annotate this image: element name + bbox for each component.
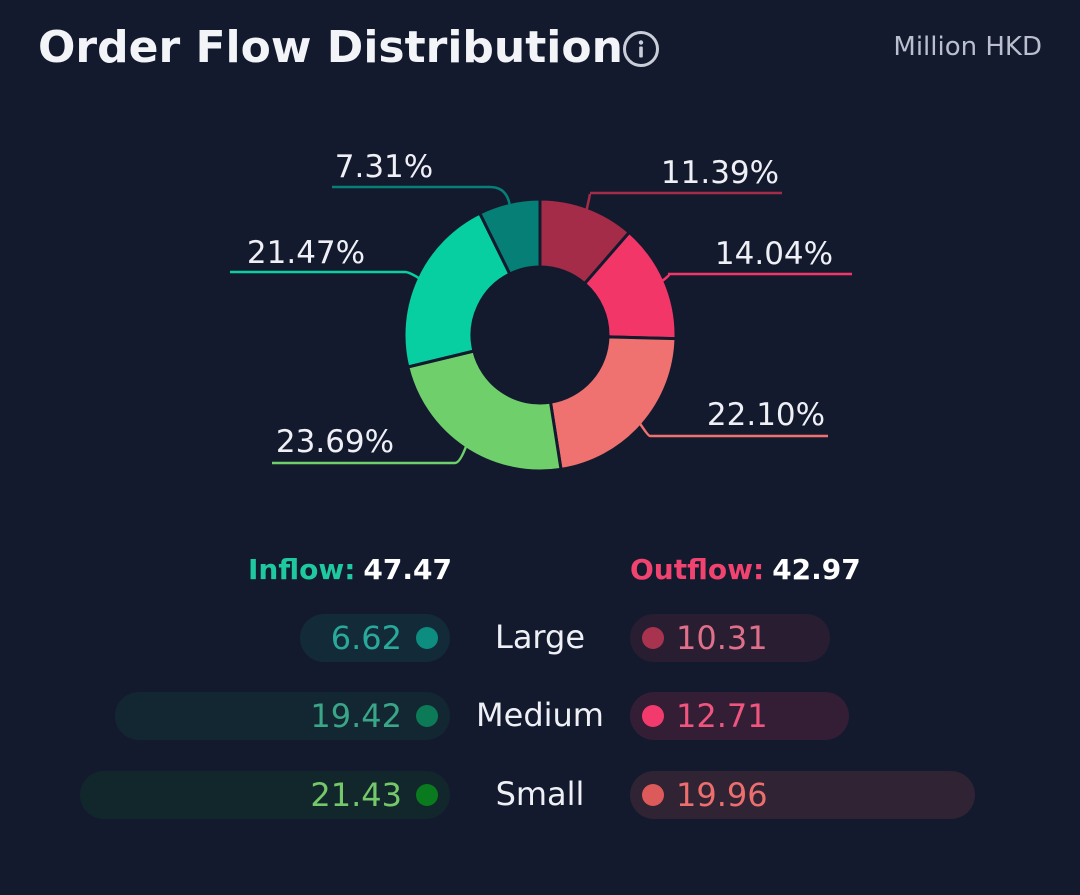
inflow-dot-icon xyxy=(416,784,438,806)
donut-slice-large-inflow[interactable] xyxy=(477,197,542,277)
inflow-dot-icon xyxy=(416,627,438,649)
leader-line xyxy=(638,421,828,438)
inflow-small-bar: 21.43 xyxy=(80,771,450,819)
inflow-small-value: 21.43 xyxy=(310,776,402,814)
outflow-dot-icon xyxy=(642,705,664,727)
inflow-dot-icon xyxy=(415,705,438,727)
donut-slice-small-outflow[interactable] xyxy=(548,335,678,472)
slice-percent-label: 11.39% xyxy=(661,155,779,191)
inflow-large-bar: 6.62 xyxy=(300,614,450,662)
leader-line xyxy=(332,185,512,207)
leader-line xyxy=(272,444,468,465)
leader-line xyxy=(660,272,852,283)
inflow-label: Inflow: xyxy=(248,553,356,586)
slice-percent-label: 14.04% xyxy=(715,236,833,272)
outflow-total: 42.97 xyxy=(772,553,861,586)
unit-label: Million HKD xyxy=(893,32,1042,62)
outflow-medium-bar: 12.71 xyxy=(630,692,850,740)
slice-percent-label: 21.47% xyxy=(247,235,365,271)
order-flow-donut-chart: 11.39% 14.04% 22.10% 23.69% 21.47% 7.31% xyxy=(230,149,852,473)
slice-percent-label: 23.69% xyxy=(276,424,394,460)
inflow-total: 47.47 xyxy=(363,553,452,586)
outflow-large-bar: 10.31 xyxy=(630,614,830,662)
outflow-small-bar: 19.96 xyxy=(630,771,975,819)
outflow-label: Outflow: xyxy=(630,553,765,586)
outflow-small-value: 19.96 xyxy=(676,776,768,814)
outflow-large-value: 10.31 xyxy=(676,619,768,657)
inflow-summary: Inflow: 47.47 xyxy=(248,553,452,586)
inflow-medium-bar: 19.42 xyxy=(114,692,450,740)
size-label-small: Small xyxy=(495,775,585,813)
outflow-medium-value: 12.71 xyxy=(676,697,768,735)
slice-percent-label: 7.31% xyxy=(335,149,433,185)
size-label-medium: Medium xyxy=(476,696,604,734)
leader-line xyxy=(230,270,422,281)
donut-slice-medium-inflow[interactable] xyxy=(402,211,512,369)
info-circle-icon[interactable] xyxy=(623,31,659,67)
page-title: Order Flow Distribution xyxy=(38,22,623,73)
inflow-large-value: 6.62 xyxy=(330,619,402,657)
size-label-large: Large xyxy=(494,618,586,656)
outflow-summary: Outflow: 42.97 xyxy=(630,553,861,586)
outflow-dot-icon xyxy=(642,784,664,806)
donut-slice-small-inflow[interactable] xyxy=(406,349,563,473)
leader-line xyxy=(585,191,782,212)
slice-percent-label: 22.10% xyxy=(707,397,825,433)
inflow-medium-value: 19.42 xyxy=(310,697,402,735)
outflow-dot-icon xyxy=(642,627,664,649)
